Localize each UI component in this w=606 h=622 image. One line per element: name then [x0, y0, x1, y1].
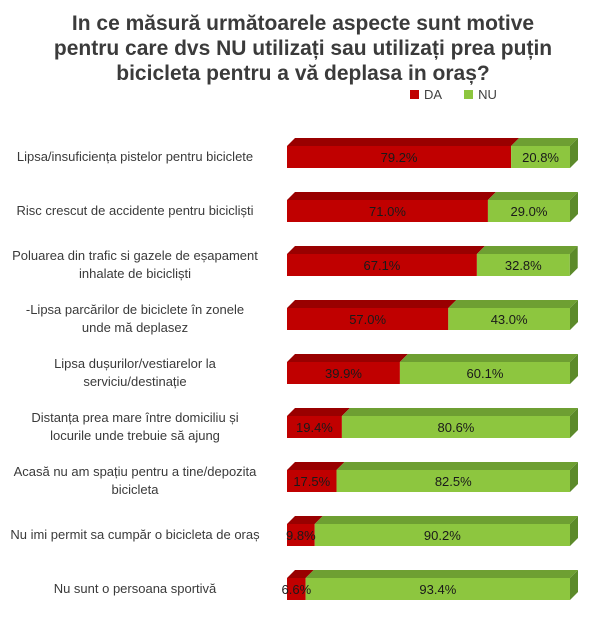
bar-nu-side: [570, 138, 578, 168]
bar-da-top: [287, 462, 345, 470]
bar-nu-top: [399, 354, 578, 362]
category-label-line: inhalate de bicicliști: [78, 266, 191, 281]
data-label-nu: 60.1%: [467, 366, 504, 381]
bar-da: [287, 470, 337, 492]
bar-nu-side: [569, 246, 578, 276]
bar-nu: [341, 416, 570, 438]
bar-nu-side: [570, 408, 578, 438]
category-label-line: serviciu/destinație: [83, 374, 187, 389]
legend-item-da: DA: [410, 87, 442, 102]
category-label: Nu imi permit sa cumpăr o bicicleta de o…: [2, 526, 268, 544]
bar-da-top: [287, 516, 323, 524]
bar-nu-side: [570, 192, 578, 222]
category-label: Risc crescut de accidente pentru bicicli…: [2, 202, 268, 220]
bar-nu: [336, 470, 570, 492]
data-label-da: 67.1%: [364, 258, 401, 273]
bar-nu-top: [336, 462, 578, 470]
bar-nu: [487, 200, 570, 222]
category-label-line: Nu imi permit sa cumpăr o bicicleta de o…: [10, 527, 260, 542]
data-label-nu: 90.2%: [424, 528, 461, 543]
bar-nu-top: [511, 138, 578, 146]
bar-nu-top: [314, 516, 578, 524]
bar-da: [287, 308, 449, 330]
bar-nu-top: [476, 246, 578, 254]
data-label-nu: 80.6%: [438, 420, 475, 435]
category-label-line: Poluarea din trafic si gazele de eșapame…: [12, 248, 258, 263]
data-label-da: 9.8%: [286, 528, 316, 543]
category-label-line: Acasă nu am spațiu pentru a tine/depozit…: [13, 464, 257, 479]
bar-da: [287, 362, 400, 384]
category-label-line: locurile unde trebuie să ajung: [50, 428, 220, 443]
category-label: Acasă nu am spațiu pentru a tine/depozit…: [2, 463, 268, 499]
chart-title-line-3: bicicleta pentru a vă deplasa in oraș?: [116, 62, 490, 85]
bar-nu: [511, 146, 570, 168]
bar-da: [287, 200, 488, 222]
bar-nu-side: [570, 516, 578, 546]
category-label-line: Lipsa dușurilor/vestiarelor la: [54, 356, 216, 371]
bar-da-top: [287, 138, 520, 146]
bar-da-top: [287, 354, 408, 362]
bar-da: [287, 416, 342, 438]
bar-nu-side: [570, 354, 578, 384]
bar-nu: [476, 254, 570, 276]
data-label-nu: 93.4%: [419, 582, 456, 597]
data-label-da: 57.0%: [349, 312, 386, 327]
bar-nu-top: [448, 300, 578, 308]
data-label-nu: 82.5%: [435, 474, 472, 489]
legend-label-da: DA: [424, 87, 443, 102]
bar-da-top: [287, 192, 496, 200]
data-label-da: 19.4%: [296, 420, 333, 435]
data-label-nu: 32.8%: [505, 258, 542, 273]
data-label-da: 17.5%: [293, 474, 330, 489]
bar-nu: [399, 362, 570, 384]
data-label-nu: 29.0%: [511, 204, 548, 219]
bar-da-top: [287, 408, 350, 416]
bar-nu-top: [487, 192, 578, 200]
bar-da: [287, 578, 306, 600]
bar-nu-top: [341, 408, 578, 416]
data-label-da: 79.2%: [381, 150, 418, 165]
bar-nu-top: [305, 570, 578, 578]
bar-nu-side: [570, 570, 578, 600]
category-label: Lipsa dușurilor/vestiarelor la serviciu/d…: [2, 355, 268, 391]
bar-da: [287, 524, 315, 546]
bar-da-top: [287, 246, 485, 254]
legend-swatch-da: [410, 90, 419, 99]
bar-nu-side: [570, 300, 578, 330]
category-label-line: Lipsa/insuficiența pistelor pentru bicic…: [16, 149, 254, 164]
category-label-line: Risc crescut de accidente pentru bicicli…: [16, 203, 254, 218]
data-label-da: 71.0%: [369, 204, 406, 219]
bar-nu: [448, 308, 570, 330]
data-label-nu: 20.8%: [522, 150, 559, 165]
category-label: Nu sunt o persoana sportivă: [2, 580, 268, 598]
category-label-line: Distanța prea mare între domiciliu și: [31, 410, 239, 425]
bar-da: [287, 254, 477, 276]
category-label: Distanța prea mare între domiciliu și loc…: [2, 409, 268, 445]
legend-item-nu: NU: [464, 87, 497, 102]
bar-nu: [314, 524, 570, 546]
category-label-line: -Lipsa parcărilor de biciclete în zonele: [25, 302, 245, 317]
bar-nu: [305, 578, 570, 600]
data-label-da: 6.6%: [282, 582, 312, 597]
category-label: Lipsa/insuficiența pistelor pentru bicic…: [2, 148, 268, 166]
data-label-nu: 43.0%: [491, 312, 528, 327]
bar-da-top: [287, 570, 314, 578]
bar-da-top: [287, 300, 457, 308]
category-label-line: Nu sunt o persoana sportivă: [53, 581, 217, 596]
category-label-line: unde mă deplasez: [81, 320, 189, 335]
bar-nu-side: [570, 462, 578, 492]
category-label: -Lipsa parcărilor de biciclete în zonele…: [2, 301, 268, 337]
legend-label-nu: NU: [478, 87, 497, 102]
category-label-line: bicicleta: [111, 482, 159, 497]
category-label: Poluarea din trafic si gazele de eșapame…: [2, 247, 268, 283]
chart-title-line-1: In ce măsură următoarele aspecte sunt mo…: [71, 12, 535, 35]
data-label-da: 39.9%: [325, 366, 362, 381]
legend-swatch-nu: [464, 90, 474, 99]
chart-title-line-2: pentru care dvs NU utilizați sau utiliza…: [53, 37, 553, 60]
bar-da: [287, 146, 512, 168]
chart-legend: DA NU: [410, 87, 519, 102]
